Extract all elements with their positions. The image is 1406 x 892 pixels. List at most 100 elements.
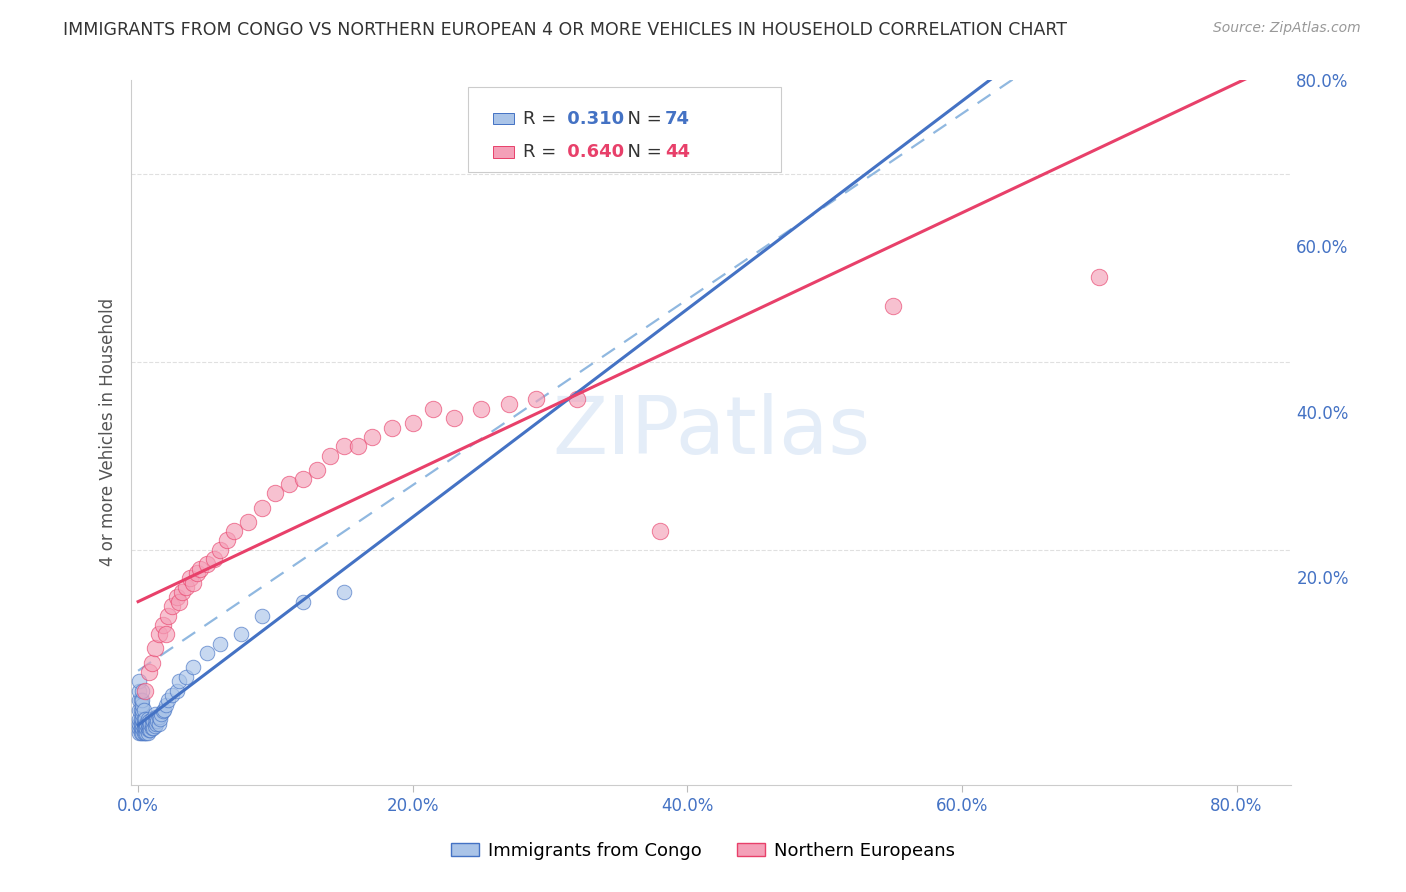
Point (134, 726, 156, 740)
Y-axis label: 4 or more Vehicles in Household: 4 or more Vehicles in Household (100, 298, 117, 566)
Point (381, 420, 404, 434)
Point (128, 693, 150, 707)
Point (157, 608, 180, 623)
Point (149, 712, 172, 726)
Point (291, 472, 314, 486)
Point (333, 440, 356, 454)
Point (143, 707, 166, 722)
FancyBboxPatch shape (468, 87, 780, 171)
Point (128, 702, 150, 716)
Point (134, 712, 156, 726)
Point (402, 416, 425, 430)
Point (131, 716, 153, 731)
Point (131, 683, 153, 698)
Point (135, 722, 157, 736)
Point (882, 298, 904, 312)
Point (136, 716, 159, 731)
Point (129, 716, 152, 731)
Point (170, 585, 193, 599)
Point (148, 710, 170, 724)
Point (498, 397, 520, 411)
Point (143, 714, 166, 728)
Point (131, 702, 153, 716)
Point (179, 571, 201, 585)
Point (162, 689, 184, 703)
Point (145, 710, 167, 724)
Point (138, 719, 160, 733)
Point (143, 719, 166, 733)
Point (157, 693, 180, 707)
Point (131, 722, 153, 736)
Text: R =: R = (523, 110, 562, 128)
Point (142, 714, 165, 728)
Point (146, 714, 169, 728)
Point (136, 722, 159, 736)
Point (264, 486, 287, 500)
Point (129, 712, 152, 726)
Point (134, 716, 156, 731)
Point (138, 714, 160, 728)
Point (567, 392, 589, 407)
Point (166, 683, 188, 698)
Point (188, 561, 211, 575)
Point (148, 627, 170, 641)
Point (138, 723, 160, 738)
Text: Source: ZipAtlas.com: Source: ZipAtlas.com (1213, 21, 1361, 35)
Point (131, 693, 153, 707)
Point (224, 524, 246, 538)
Point (132, 716, 155, 731)
Point (150, 707, 173, 722)
Point (148, 716, 170, 731)
Point (141, 712, 163, 726)
Point (131, 712, 153, 726)
Point (152, 618, 174, 632)
Point (142, 722, 165, 736)
Point (135, 726, 157, 740)
Point (132, 702, 155, 716)
Point (131, 726, 153, 740)
Point (162, 599, 184, 614)
Point (132, 712, 155, 726)
Point (128, 674, 150, 689)
Point (229, 627, 252, 641)
Text: 0.640: 0.640 (561, 143, 624, 161)
Point (155, 698, 177, 712)
Point (181, 660, 204, 674)
Text: 74: 74 (665, 110, 690, 128)
Point (174, 581, 197, 595)
Text: IMMIGRANTS FROM CONGO VS NORTHERN EUROPEAN 4 OR MORE VEHICLES IN HOUSEHOLD CORRE: IMMIGRANTS FROM CONGO VS NORTHERN EUROPE… (63, 21, 1067, 38)
FancyBboxPatch shape (494, 113, 515, 124)
Point (132, 726, 155, 740)
Text: N =: N = (616, 143, 668, 161)
Point (136, 726, 159, 740)
Point (169, 594, 191, 608)
Point (360, 430, 382, 444)
Point (470, 401, 492, 416)
Point (135, 716, 157, 731)
Point (305, 463, 328, 477)
Point (139, 716, 162, 731)
Point (422, 401, 444, 416)
Point (209, 637, 232, 651)
Point (202, 552, 225, 566)
FancyBboxPatch shape (494, 146, 515, 158)
Point (278, 477, 301, 491)
Text: 44: 44 (665, 143, 690, 161)
Text: R =: R = (523, 143, 562, 161)
Point (128, 726, 150, 740)
Point (524, 392, 547, 407)
Text: 0.310: 0.310 (561, 110, 624, 128)
Point (209, 542, 232, 557)
Point (145, 716, 167, 731)
Point (181, 575, 204, 590)
Point (346, 440, 368, 454)
Point (217, 533, 239, 548)
Point (1088, 270, 1111, 285)
Point (250, 500, 273, 515)
Point (155, 627, 177, 641)
Point (195, 557, 218, 571)
Point (128, 712, 150, 726)
Point (134, 683, 156, 698)
Point (131, 707, 153, 722)
Point (250, 608, 273, 623)
